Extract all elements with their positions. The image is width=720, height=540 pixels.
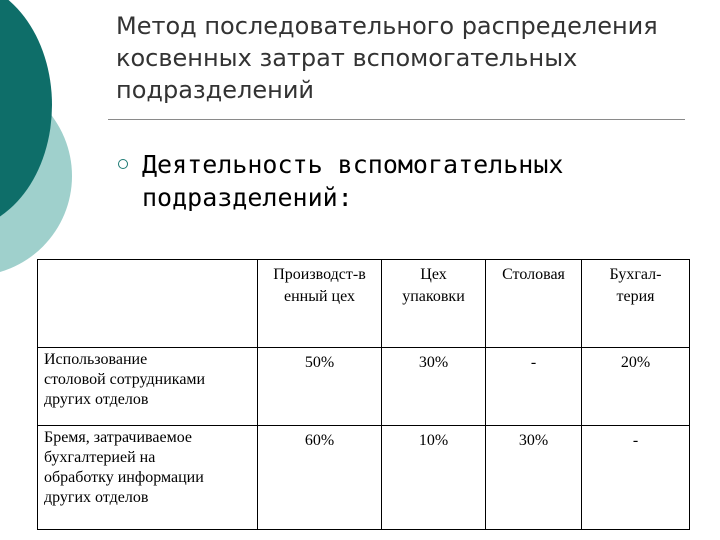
bullet-circle-icon — [118, 159, 128, 169]
cell-value: 50% — [257, 347, 382, 426]
title-line-2: косвенных затрат вспомогательных — [116, 44, 578, 72]
column-header-canteen: Столовая — [485, 259, 582, 348]
bullet-text: Деятельность вспомогательных подразделен… — [142, 148, 682, 214]
title-line-1: Метод последовательного распределения — [116, 12, 658, 40]
table-row: Использование столовой сотрудниками друг… — [37, 347, 690, 426]
cell-value: 20% — [581, 347, 690, 426]
title-divider — [108, 119, 685, 120]
cell-value: - — [581, 425, 690, 530]
column-header-packaging: Цех упаковки — [381, 259, 486, 348]
column-header-accounting: Бухгал-терия — [581, 259, 690, 348]
cost-distribution-table: Производст-в енный цех Цех упаковки Столов… — [37, 259, 690, 530]
cell-value: 60% — [257, 425, 382, 530]
decorative-circles — [0, 0, 110, 300]
title-line-3: подразделений — [116, 76, 315, 104]
table-row: Бремя, затрачиваемое бухгалтерией на обр… — [37, 425, 690, 530]
table-header-row: Производст-в енный цех Цех упаковки Столов… — [37, 259, 690, 348]
row-label-accounting-burden: Бремя, затрачиваемое бухгалтерией на обр… — [37, 425, 258, 530]
header-empty-cell — [37, 259, 258, 348]
cell-value: 30% — [381, 347, 486, 426]
cell-value: - — [485, 347, 582, 426]
cell-value: 30% — [485, 425, 582, 530]
row-label-canteen-usage: Использование столовой сотрудниками друг… — [37, 347, 258, 426]
slide-title: Метод последовательного распределения ко… — [116, 10, 696, 106]
column-header-production: Производст-в енный цех — [257, 259, 382, 348]
cell-value: 10% — [381, 425, 486, 530]
bullet-line-2: подразделений: — [142, 183, 353, 212]
bullet-line-1: Деятельность вспомогательных — [142, 150, 564, 179]
